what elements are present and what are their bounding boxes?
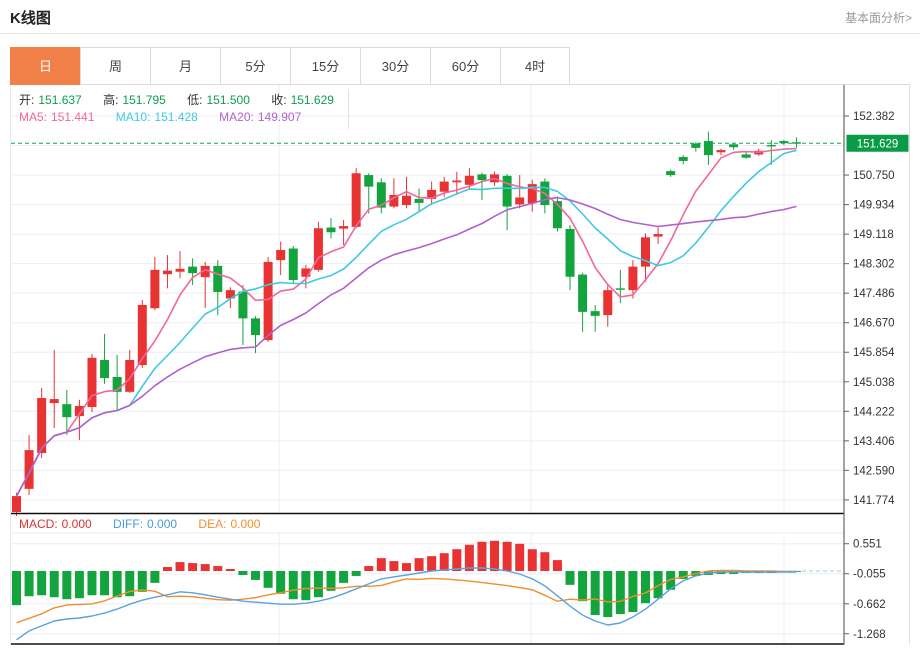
svg-text:142.590: 142.590 xyxy=(853,465,895,477)
ma5-value: 151.441 xyxy=(51,110,95,124)
ma-readout: MA5: 151.441 MA10: 151.428 MA20: 149.907 xyxy=(19,110,305,124)
tab-4时[interactable]: 4时 xyxy=(500,47,570,85)
svg-text:143.406: 143.406 xyxy=(853,436,895,448)
diff-label: DIFF: xyxy=(113,517,144,531)
tooltip-divider xyxy=(348,89,349,129)
dea-value: 0.000 xyxy=(230,517,261,531)
svg-text:146.670: 146.670 xyxy=(853,318,895,330)
tab-月[interactable]: 月 xyxy=(150,47,220,85)
tab-周[interactable]: 周 xyxy=(80,47,150,85)
svg-text:145.038: 145.038 xyxy=(853,377,895,389)
macd-readout: MACD: 0.000 DIFF: 0.000 DEA: 0.000 xyxy=(19,517,264,531)
svg-text:141.774: 141.774 xyxy=(853,495,895,507)
kline-chart-canvas[interactable]: 152.382 150.750 149.934 149.118 148.302 147.4… xyxy=(11,85,909,645)
ma10-value: 151.428 xyxy=(154,110,198,124)
close-label: 收: xyxy=(271,93,287,107)
svg-text:149.934: 149.934 xyxy=(853,200,895,212)
close-value: 151.629 xyxy=(290,93,334,107)
macd-label: MACD: xyxy=(19,517,58,531)
svg-text:148.302: 148.302 xyxy=(853,259,895,271)
svg-text:147.486: 147.486 xyxy=(853,288,895,300)
tab-30分[interactable]: 30分 xyxy=(360,47,430,85)
high-label: 高: xyxy=(103,93,119,107)
svg-text:-0.662: -0.662 xyxy=(853,599,886,611)
page-header: K线图 基本面分析> xyxy=(0,0,920,34)
svg-text:152.382: 152.382 xyxy=(853,111,895,123)
high-value: 151.795 xyxy=(122,93,166,107)
svg-text:0.551: 0.551 xyxy=(853,539,882,551)
ma10-label: MA10: xyxy=(115,110,151,124)
low-value: 151.500 xyxy=(206,93,250,107)
svg-text:150.750: 150.750 xyxy=(853,170,895,182)
svg-text:144.222: 144.222 xyxy=(853,406,895,418)
page-title: K线图 xyxy=(10,10,51,27)
interval-tab-bar: 日周月 5分 15分 30分 60分 4时 xyxy=(10,47,910,85)
macd-value: 0.000 xyxy=(61,517,92,531)
ma20-label: MA20: xyxy=(219,110,254,124)
dea-label: DEA: xyxy=(198,517,227,531)
low-label: 低: xyxy=(187,93,203,107)
tab-15分[interactable]: 15分 xyxy=(290,47,360,85)
ma5-label: MA5: xyxy=(19,110,48,124)
svg-text:149.118: 149.118 xyxy=(853,229,894,241)
svg-text:-1.268: -1.268 xyxy=(853,629,886,641)
open-value: 151.637 xyxy=(38,93,82,107)
svg-text:151.629: 151.629 xyxy=(857,138,899,150)
tab-日[interactable]: 日 xyxy=(10,47,80,85)
ohlc-readout: 开: 151.637 高: 151.795 低: 151.500 收: 151.629 xyxy=(19,91,338,108)
fundamental-analysis-link[interactable]: 基本面分析> xyxy=(844,11,912,25)
open-label: 开: xyxy=(19,93,35,107)
diff-value: 0.000 xyxy=(147,517,178,531)
tab-5分[interactable]: 5分 xyxy=(220,47,290,85)
ma20-value: 149.907 xyxy=(257,110,302,124)
tab-60分[interactable]: 60分 xyxy=(430,47,500,85)
kline-chart-area[interactable]: 152.382 150.750 149.934 149.118 148.302 147.4… xyxy=(10,85,910,645)
svg-text:-0.055: -0.055 xyxy=(853,569,886,581)
svg-text:145.854: 145.854 xyxy=(853,347,895,359)
